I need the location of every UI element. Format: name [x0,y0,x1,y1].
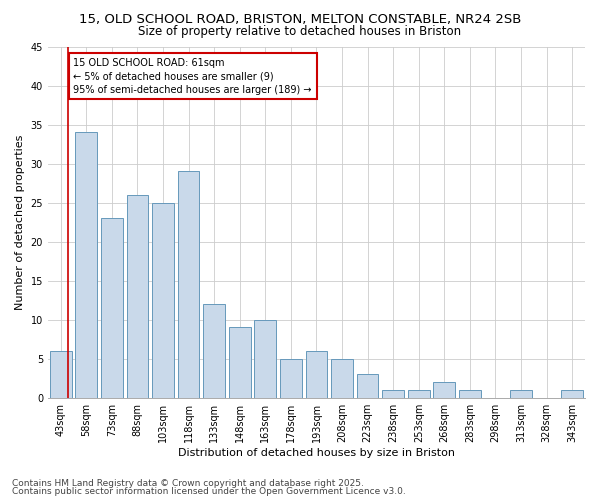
Bar [562,390,583,398]
Bar [76,132,97,398]
Bar [127,195,148,398]
Bar [331,358,353,398]
Bar [408,390,430,398]
Bar [357,374,379,398]
Bar [50,351,71,398]
Bar [178,172,199,398]
Bar [280,358,302,398]
Y-axis label: Number of detached properties: Number of detached properties [15,134,25,310]
Bar [305,351,328,398]
X-axis label: Distribution of detached houses by size in Briston: Distribution of detached houses by size … [178,448,455,458]
Bar [459,390,481,398]
Text: Contains public sector information licensed under the Open Government Licence v3: Contains public sector information licen… [12,487,406,496]
Bar [101,218,123,398]
Bar [229,328,251,398]
Bar [152,202,174,398]
Text: 15 OLD SCHOOL ROAD: 61sqm
← 5% of detached houses are smaller (9)
95% of semi-de: 15 OLD SCHOOL ROAD: 61sqm ← 5% of detach… [73,58,312,94]
Bar [203,304,225,398]
Bar [433,382,455,398]
Bar [510,390,532,398]
Bar [254,320,276,398]
Bar [382,390,404,398]
Text: Contains HM Land Registry data © Crown copyright and database right 2025.: Contains HM Land Registry data © Crown c… [12,478,364,488]
Text: Size of property relative to detached houses in Briston: Size of property relative to detached ho… [139,25,461,38]
Text: 15, OLD SCHOOL ROAD, BRISTON, MELTON CONSTABLE, NR24 2SB: 15, OLD SCHOOL ROAD, BRISTON, MELTON CON… [79,12,521,26]
